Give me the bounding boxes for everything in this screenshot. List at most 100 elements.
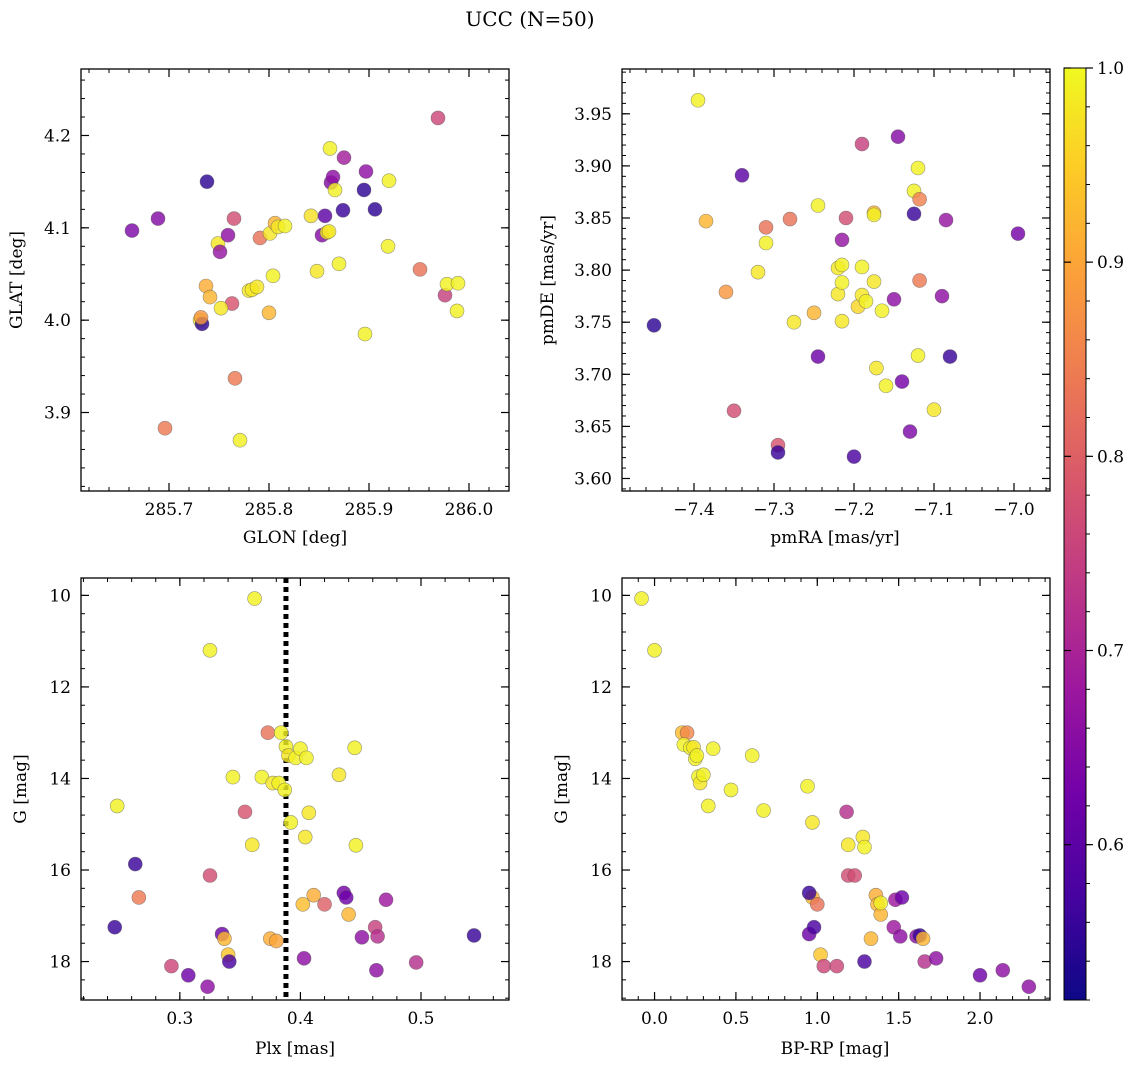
y-tick-label: 10 <box>49 586 71 606</box>
x-tick-label: 0.4 <box>287 1009 314 1029</box>
y-tick-label: 14 <box>49 769 71 789</box>
data-point <box>322 141 338 156</box>
data-point <box>265 268 281 284</box>
x-tick-label: −7.2 <box>833 500 874 520</box>
data-point <box>260 725 276 741</box>
data-point <box>380 238 396 254</box>
data-point <box>801 885 817 901</box>
data-point <box>906 206 922 222</box>
data-point <box>297 829 313 845</box>
data-point <box>150 211 166 226</box>
axes-frame <box>621 68 1051 492</box>
data-point <box>367 202 383 217</box>
data-point <box>810 349 826 364</box>
data-point <box>744 748 760 763</box>
data-point <box>756 803 771 818</box>
scatter-points <box>107 591 482 995</box>
data-point <box>816 958 832 974</box>
ylabel-cmd: G [mag] <box>552 754 572 823</box>
x-tick-label: 286.0 <box>445 500 494 520</box>
axes-plx-g: 0.3 0.4 0.5 10 12 14 16 18 <box>49 577 510 1029</box>
data-point <box>972 967 988 983</box>
data-point <box>226 211 242 226</box>
data-point <box>698 213 714 229</box>
data-point <box>237 804 253 820</box>
axes-frame <box>621 577 1051 1001</box>
data-point <box>199 174 215 189</box>
x-tick-label: 0.0 <box>641 1009 668 1029</box>
data-point <box>926 402 942 418</box>
data-point <box>857 954 872 969</box>
colorbar-tick-label: 0.9 <box>1097 253 1124 273</box>
data-point <box>227 371 243 386</box>
data-point <box>202 868 218 883</box>
y-tick-label: 14 <box>590 769 612 789</box>
axes-glon-glat: 285.7 285.8 285.9 286.0 3.9 4.0 4.1 4.2 <box>44 68 510 520</box>
data-point <box>718 284 734 300</box>
data-point <box>306 887 321 903</box>
data-point <box>354 929 370 945</box>
ylabel-pm: pmDE [mas/yr] <box>538 215 558 345</box>
ylabel-plx-g: G [mag] <box>11 754 31 823</box>
data-point <box>181 967 196 983</box>
colorbar-ticks: 0.6 0.7 0.8 0.9 1.0 <box>1064 59 1124 1001</box>
data-point <box>847 868 863 883</box>
data-point <box>705 741 721 757</box>
x-tick-label: 0.5 <box>407 1009 434 1029</box>
data-point <box>912 273 927 288</box>
data-point <box>249 279 265 295</box>
data-point <box>915 931 931 946</box>
data-point <box>317 208 333 224</box>
panel-glon-glat: 285.7 285.8 285.9 286.0 3.9 4.0 4.1 4.2 GLON [d… <box>7 68 510 548</box>
y-tick-label: 12 <box>590 678 612 698</box>
y-tick-label: 4.1 <box>44 219 71 239</box>
axes-frame <box>80 68 510 492</box>
data-point <box>809 897 825 912</box>
data-point <box>863 931 879 946</box>
colorbar-tick-label: 1.0 <box>1097 59 1124 79</box>
data-point <box>902 424 918 439</box>
data-point <box>886 291 902 307</box>
x-tick-label: 1.0 <box>804 1009 831 1029</box>
data-point <box>221 954 237 969</box>
y-tick-label: 4.0 <box>44 311 71 331</box>
axes-frame <box>80 577 510 1001</box>
y-tick-label: 3.65 <box>574 417 612 437</box>
data-point <box>838 210 854 226</box>
data-point <box>299 750 314 766</box>
data-point <box>934 288 950 304</box>
scatter-points <box>646 92 1026 464</box>
data-point <box>700 798 716 814</box>
data-point <box>244 837 260 853</box>
data-point <box>726 403 742 419</box>
figure-title: UCC (N=50) <box>465 7 594 31</box>
y-tick-label: 18 <box>590 953 612 973</box>
data-point <box>734 167 750 183</box>
data-point <box>894 374 910 389</box>
data-point <box>124 223 140 238</box>
data-point <box>810 198 826 213</box>
y-tick-label: 3.85 <box>574 209 612 229</box>
data-point <box>634 591 649 606</box>
data-point <box>834 232 850 248</box>
data-point <box>202 643 218 658</box>
data-point <box>1021 979 1037 995</box>
data-point <box>200 979 215 995</box>
xlabel-cmd: BP-RP [mag] <box>781 1039 890 1059</box>
data-point <box>910 160 926 176</box>
data-point <box>408 955 424 970</box>
data-point <box>854 136 870 152</box>
data-point <box>646 318 662 333</box>
data-point <box>157 420 173 436</box>
data-point <box>928 951 944 966</box>
data-point <box>217 931 232 946</box>
data-point <box>277 218 293 234</box>
data-point <box>834 257 850 273</box>
data-point <box>247 591 262 606</box>
data-point <box>846 449 862 464</box>
y-tick-label: 16 <box>590 861 612 881</box>
data-point <box>873 895 889 911</box>
y-tick-label: 3.95 <box>574 105 612 125</box>
data-point <box>295 897 311 912</box>
